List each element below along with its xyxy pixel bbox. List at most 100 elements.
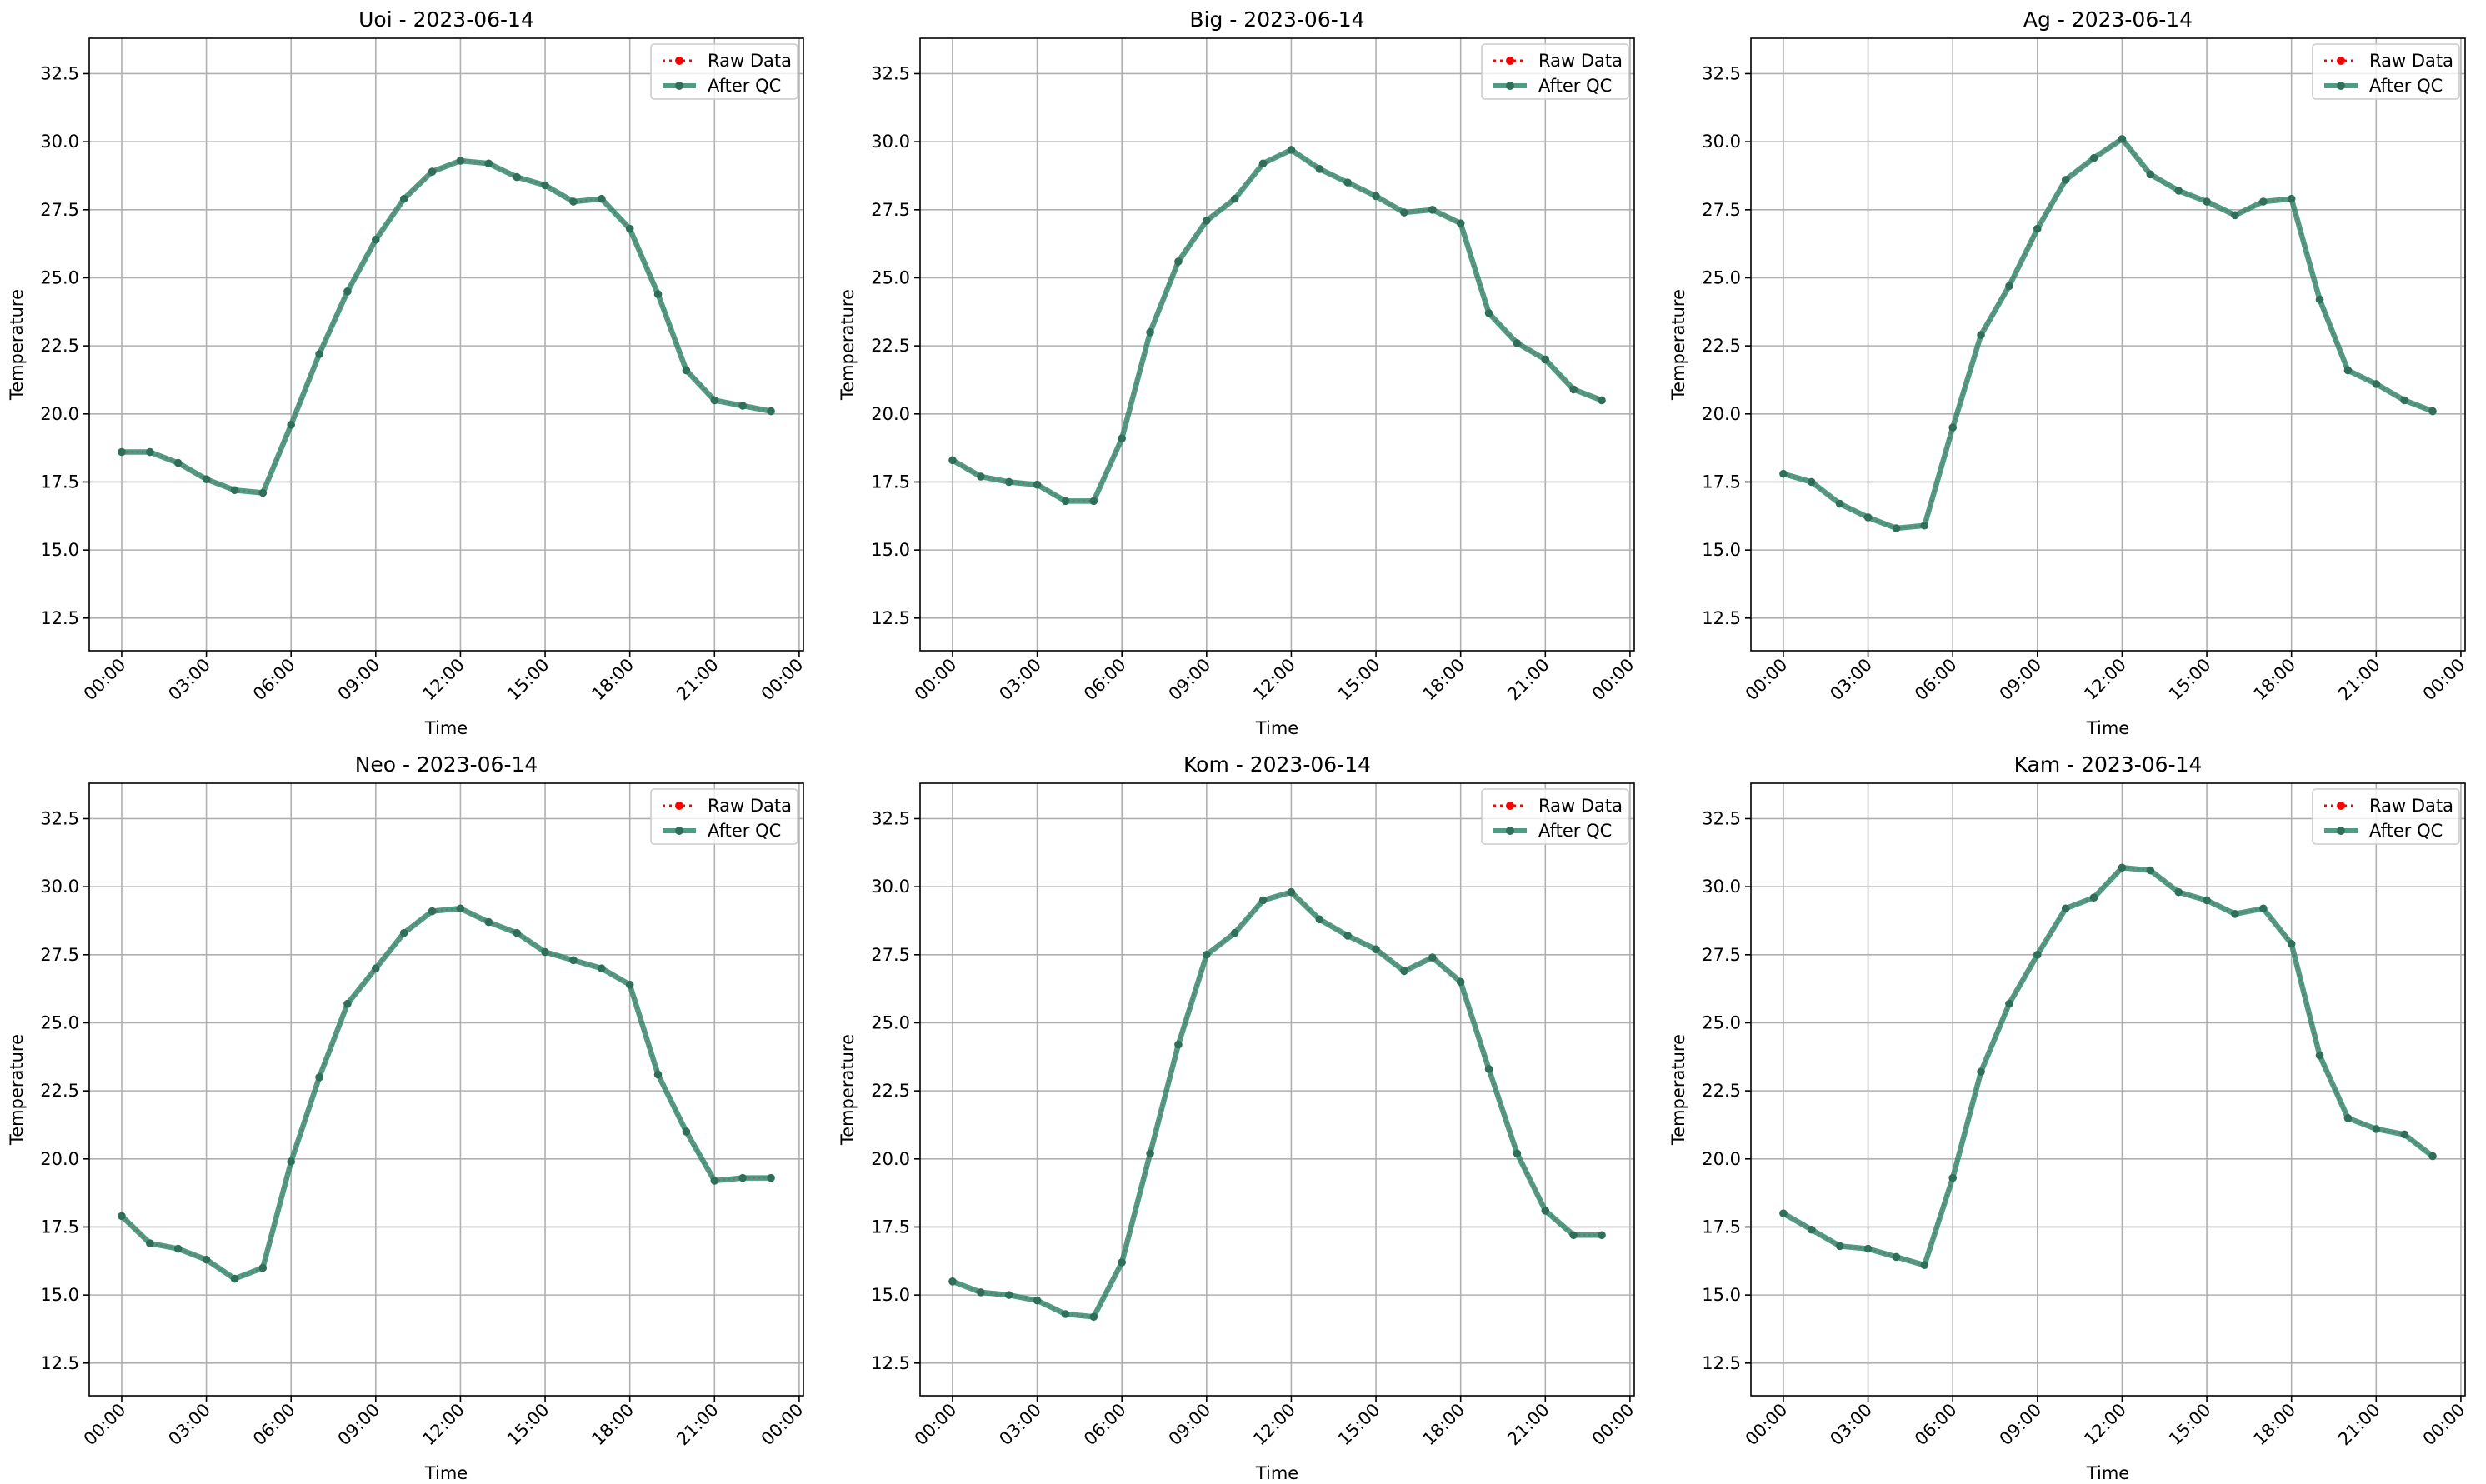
- after-qc-point: [1920, 1261, 1929, 1269]
- y-tick-label: 22.5: [871, 1081, 910, 1101]
- y-tick-label: 15.0: [871, 540, 910, 560]
- x-axis-label: Time: [2086, 1463, 2129, 1483]
- y-tick-label: 12.5: [871, 1353, 910, 1373]
- x-tick-label: 21:00: [673, 655, 723, 705]
- after-qc-point: [1004, 1291, 1013, 1299]
- x-tick-label: 12:00: [2080, 1400, 2130, 1450]
- after-qc-point: [2287, 939, 2296, 948]
- y-tick-label: 12.5: [40, 1353, 79, 1373]
- after-qc-point: [1835, 1242, 1844, 1251]
- after-qc-point: [343, 287, 352, 296]
- x-tick-label: 12:00: [2080, 655, 2130, 705]
- after-qc-point: [738, 402, 747, 410]
- after-qc-point: [2343, 1114, 2353, 1122]
- x-axis-label: Time: [2086, 718, 2129, 738]
- chart-title: Neo - 2023-06-14: [355, 752, 538, 777]
- after-qc-point: [1513, 1149, 1522, 1158]
- x-tick-label: 21:00: [2334, 1400, 2384, 1450]
- after-qc-point: [258, 1263, 268, 1272]
- x-tick-label: 06:00: [1911, 1400, 1961, 1450]
- after-qc-point: [399, 194, 408, 203]
- after-qc-point: [484, 917, 493, 927]
- after-qc-point: [2372, 1125, 2381, 1133]
- x-tick-label: 15:00: [1334, 1400, 1384, 1450]
- y-tick-label: 25.0: [1702, 267, 1741, 287]
- legend-raw-label: Raw Data: [2369, 796, 2453, 816]
- after-qc-markers: [1779, 135, 2437, 532]
- x-axis-ticks: 00:00 03:00 06:00 09:00 12:00 15:00 18:00 21:00…: [911, 1396, 1638, 1449]
- after-qc-point: [710, 1177, 719, 1185]
- x-tick-label: 12:00: [1249, 1400, 1299, 1450]
- legend-qc-label: After QC: [1538, 821, 1612, 841]
- x-tick-label: 18:00: [588, 1400, 638, 1450]
- after-qc-point: [456, 157, 465, 165]
- after-qc-point: [1287, 887, 1296, 897]
- raw-data-line: [1783, 137, 2433, 530]
- y-axis-ticks: 12.5 15.0 17.5 20.0 22.5 25.0 27.5 30.0 32.5: [1702, 63, 1751, 628]
- legend-qc-marker: [675, 82, 683, 90]
- axes-frame: [919, 782, 1635, 1397]
- after-qc-point: [1287, 146, 1296, 154]
- after-qc-point: [315, 1073, 323, 1082]
- after-qc-point: [569, 197, 578, 206]
- y-axis-ticks: 12.5 15.0 17.5 20.0 22.5 25.0 27.5 30.0 32.5: [1702, 808, 1751, 1373]
- after-qc-point: [682, 1127, 691, 1136]
- after-qc-point: [1372, 945, 1380, 954]
- after-qc-line: [119, 906, 772, 1282]
- after-qc-point: [767, 407, 775, 416]
- after-qc-point: [2005, 282, 2013, 291]
- raw-data-line: [952, 891, 1603, 1318]
- y-tick-label: 12.5: [1702, 1353, 1741, 1373]
- x-axis-label: Time: [424, 718, 468, 738]
- after-qc-markers: [118, 157, 775, 497]
- after-qc-point: [1033, 1296, 1042, 1305]
- after-qc-point: [2259, 197, 2268, 206]
- after-qc-line: [951, 889, 1603, 1320]
- y-axis-label: Temperature: [7, 1034, 27, 1146]
- y-tick-label: 25.0: [40, 267, 79, 287]
- after-qc-point: [287, 1157, 295, 1166]
- x-tick-label: 00:00: [1742, 1400, 1792, 1450]
- after-qc-point: [2203, 896, 2211, 905]
- x-tick-label: 00:00: [1588, 1400, 1638, 1450]
- after-qc-point: [118, 1212, 126, 1221]
- x-tick-label: 15:00: [2165, 1400, 2215, 1450]
- chart-title: Big - 2023-06-14: [1189, 7, 1364, 32]
- y-tick-label: 15.0: [1702, 540, 1741, 560]
- after-qc-point: [2033, 951, 2042, 959]
- y-tick-label: 32.5: [40, 63, 79, 83]
- after-qc-point: [2089, 893, 2098, 902]
- legend: Raw Data After QC: [1481, 788, 1629, 845]
- y-tick-label: 30.0: [40, 877, 79, 897]
- after-qc-point: [202, 475, 211, 483]
- grid: [1751, 38, 2465, 651]
- y-tick-label: 27.5: [1702, 200, 1741, 220]
- y-tick-label: 20.0: [871, 404, 910, 424]
- after-qc-line: [951, 147, 1603, 504]
- after-qc-point: [1061, 1310, 1070, 1318]
- after-qc-point: [2174, 187, 2183, 195]
- after-qc-point: [1808, 1225, 1816, 1234]
- y-tick-label: 22.5: [40, 336, 79, 356]
- legend: Raw Data After QC: [2312, 788, 2460, 845]
- legend-qc-label: After QC: [708, 76, 781, 96]
- chart-panel: 00:00 03:00 06:00 09:00 12:00 15:00 18:00 21:00…: [838, 7, 1638, 738]
- grid: [89, 38, 803, 651]
- after-qc-point: [1400, 208, 1408, 217]
- x-tick-label: 03:00: [1826, 1400, 1876, 1450]
- y-tick-label: 30.0: [871, 877, 910, 897]
- chart-panel: 00:00 03:00 06:00 09:00 12:00 15:00 18:00 21:00…: [838, 752, 1638, 1483]
- after-qc-point: [2231, 910, 2239, 918]
- after-qc-point: [2033, 224, 2042, 233]
- after-qc-point: [1230, 928, 1239, 937]
- after-qc-point: [1977, 331, 1985, 339]
- y-axis-ticks: 12.5 15.0 17.5 20.0 22.5 25.0 27.5 30.0 32.5: [871, 63, 920, 628]
- after-qc-point: [1808, 477, 1816, 487]
- x-tick-label: 18:00: [588, 655, 638, 705]
- x-tick-label: 18:00: [1418, 1400, 1468, 1450]
- x-tick-label: 06:00: [1080, 1400, 1130, 1450]
- after-qc-point: [372, 235, 380, 244]
- y-tick-label: 30.0: [1702, 877, 1741, 897]
- after-qc-point: [1977, 1067, 1985, 1077]
- axes-frame: [919, 37, 1635, 652]
